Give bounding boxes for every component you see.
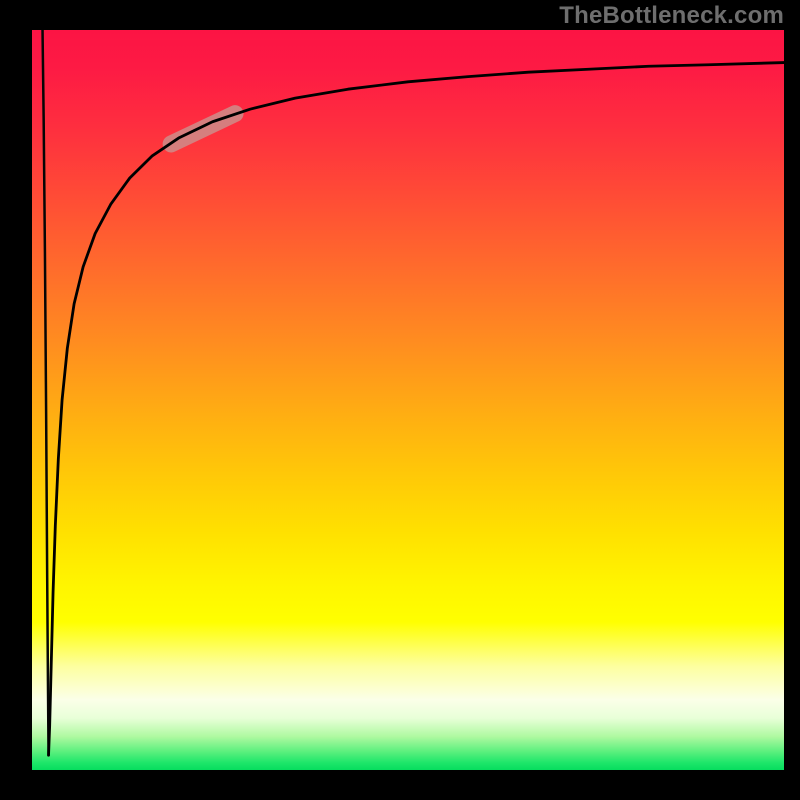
plot-overlay-svg (32, 30, 784, 770)
plot-area (32, 30, 784, 770)
bottleneck-curve (49, 63, 784, 756)
watermark-text: TheBottleneck.com (559, 2, 784, 30)
initial-spike-line (43, 30, 49, 755)
chart-stage: TheBottleneck.com (0, 0, 800, 800)
